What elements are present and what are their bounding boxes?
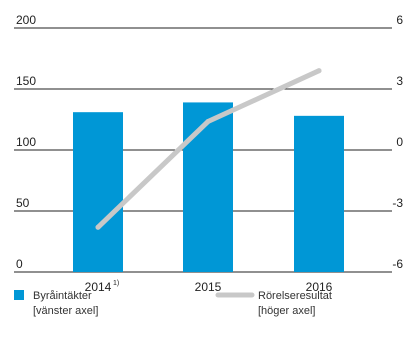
bar-2016 (294, 115, 344, 272)
x-axis-category-footnote: 1) (113, 280, 119, 287)
right-axis-tick-label: -6 (392, 257, 403, 271)
left-axis-ticks: 0 50 100 150 200 (16, 13, 36, 271)
bar-2014 (73, 112, 123, 273)
left-axis-tick-label: 50 (16, 196, 30, 210)
bar-series (73, 102, 344, 273)
legend-label-byraintakter: Byråintäkter (33, 290, 92, 302)
x-axis-categories: 2014 1) 2015 2016 (85, 280, 333, 294)
right-axis-tick-label: -3 (392, 196, 403, 210)
legend-sublabel-rorelseresultat: [höger axel] (258, 305, 315, 317)
x-axis-category-label: 2014 (85, 280, 112, 294)
legend: Byråintäkter [vänster axel] Rörelseresul… (14, 290, 332, 317)
x-axis-category-label: 2016 (306, 280, 333, 294)
line-point-2015 (205, 119, 211, 125)
legend-label-rorelseresultat: Rörelseresultat (258, 290, 332, 302)
line-point-2016 (316, 68, 322, 74)
right-axis-tick-label: 3 (396, 74, 403, 88)
legend-item-byraintakter: Byråintäkter [vänster axel] (14, 290, 98, 317)
legend-swatch-bar (14, 290, 24, 300)
legend-sublabel-byraintakter: [vänster axel] (33, 305, 98, 317)
left-axis-tick-label: 0 (16, 257, 23, 271)
bar-2015 (183, 102, 233, 272)
left-axis-tick-label: 150 (16, 74, 36, 88)
right-axis-ticks: -6 -3 0 3 6 (392, 13, 403, 271)
left-axis-tick-label: 100 (16, 135, 36, 149)
x-axis-category-label: 2015 (195, 280, 222, 294)
left-axis-tick-label: 200 (16, 13, 36, 27)
right-axis-tick-label: 6 (396, 13, 403, 27)
right-axis-tick-label: 0 (396, 135, 403, 149)
line-series (95, 68, 322, 230)
line-point-2014 (95, 224, 101, 230)
legend-item-rorelseresultat: Rörelseresultat [höger axel] (215, 290, 332, 317)
